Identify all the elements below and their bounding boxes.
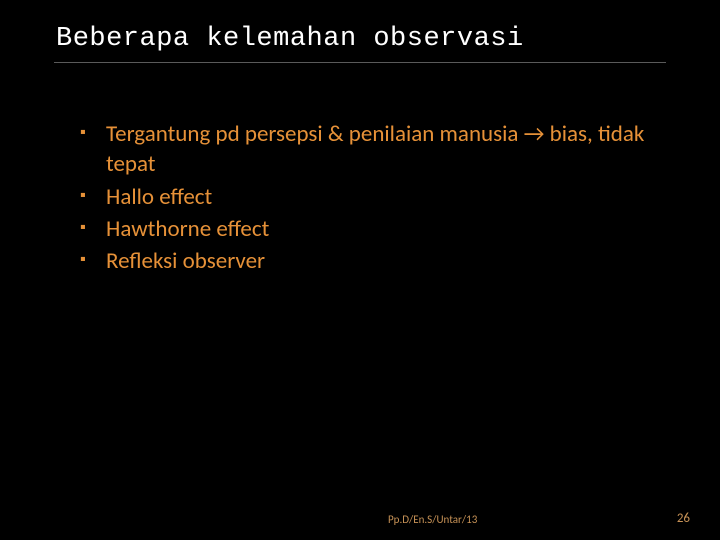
list-item: Refleksi observer <box>80 246 660 276</box>
list-item: Hawthorne effect <box>80 214 660 244</box>
bullet-list: Tergantung pd persepsi & penilaian manus… <box>80 119 660 277</box>
slide-title: Beberapa kelemahan observasi <box>0 0 720 60</box>
list-item: Tergantung pd persepsi & penilaian manus… <box>80 119 660 180</box>
list-item: Hallo effect <box>80 182 660 212</box>
slide-container: Beberapa kelemahan observasi Tergantung … <box>0 0 720 540</box>
footer-reference: Pp.D/En.S/Untar/13 <box>388 513 477 526</box>
slide-content: Tergantung pd persepsi & penilaian manus… <box>0 63 720 277</box>
footer-page-number: 26 <box>677 511 690 526</box>
